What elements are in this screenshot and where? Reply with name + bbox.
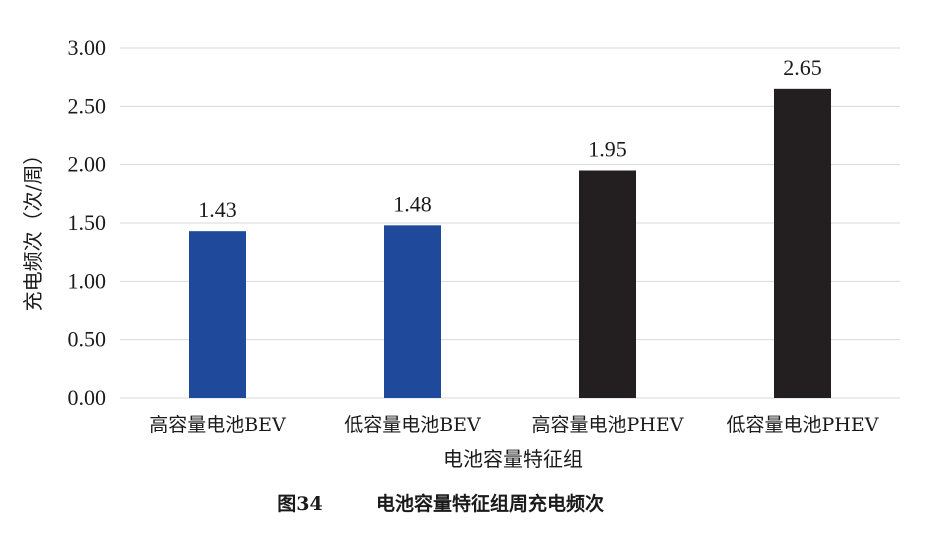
gridlines bbox=[120, 47, 900, 399]
x-category-label: 低容量电池BEV bbox=[344, 414, 481, 436]
bar bbox=[384, 225, 441, 398]
x-axis-categories: 高容量电池BEV 低容量电池BEV 高容量电池PHEV 低容量电池PHEV bbox=[149, 414, 879, 436]
y-tick-label: 1.00 bbox=[68, 268, 107, 293]
figure-caption: 图34 电池容量特征组周充电频次 bbox=[277, 492, 604, 515]
bar bbox=[579, 170, 636, 398]
x-category-label: 高容量电池PHEV bbox=[532, 414, 684, 436]
y-axis-ticks: 0.00 0.50 1.00 1.50 2.00 2.50 3.00 bbox=[68, 35, 107, 410]
y-tick-label: 3.00 bbox=[68, 35, 107, 60]
y-tick-label: 2.50 bbox=[68, 93, 107, 118]
y-axis-title: 充电频次（次/周） bbox=[21, 145, 45, 312]
x-axis-title: 电池容量特征组 bbox=[443, 447, 583, 471]
bars bbox=[189, 88, 831, 398]
x-category-label: 低容量电池PHEV bbox=[727, 414, 879, 436]
y-tick-label: 0.50 bbox=[68, 327, 107, 352]
data-label: 2.65 bbox=[783, 55, 822, 80]
caption-number: 图34 bbox=[277, 493, 322, 515]
data-label: 1.43 bbox=[198, 197, 237, 222]
data-labels: 1.43 1.48 1.95 2.65 bbox=[198, 55, 822, 222]
y-tick-label: 1.50 bbox=[68, 210, 107, 235]
bar bbox=[774, 88, 831, 398]
data-label: 1.48 bbox=[393, 191, 432, 216]
bar bbox=[189, 231, 246, 398]
x-category-label: 高容量电池BEV bbox=[149, 414, 286, 436]
caption-text: 电池容量特征组周充电频次 bbox=[376, 492, 604, 515]
data-label: 1.95 bbox=[588, 137, 627, 162]
y-tick-label: 0.00 bbox=[68, 385, 107, 410]
y-tick-label: 2.00 bbox=[68, 152, 107, 177]
